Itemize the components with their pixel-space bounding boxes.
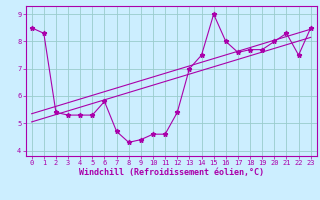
X-axis label: Windchill (Refroidissement éolien,°C): Windchill (Refroidissement éolien,°C) (79, 168, 264, 177)
